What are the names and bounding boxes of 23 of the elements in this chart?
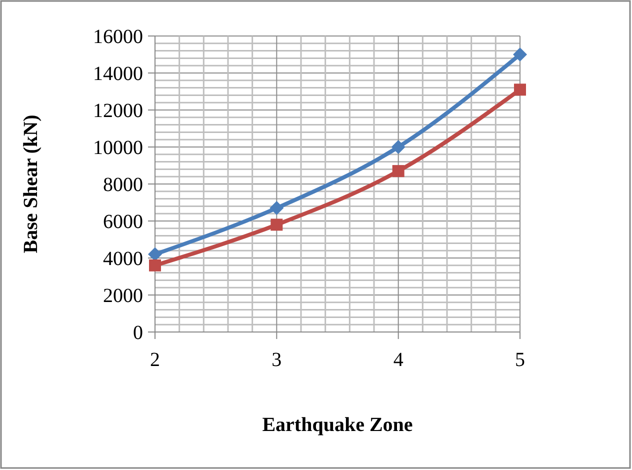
x-tick-label: 5: [515, 349, 525, 371]
point: [270, 201, 284, 216]
point: [148, 247, 162, 262]
y-tick-label: 4000: [103, 248, 143, 270]
point: [149, 259, 161, 272]
y-tick-label: 16000: [93, 26, 143, 48]
point: [513, 48, 527, 62]
y-tick-label: 8000: [103, 174, 143, 196]
y-tick-label: 2000: [103, 285, 143, 307]
x-tick-label: 3: [272, 349, 282, 371]
y-tick-label: 0: [133, 322, 143, 344]
x-axis-title: Earthquake Zone: [262, 414, 413, 436]
y-tick-label: 14000: [93, 63, 143, 85]
point: [391, 140, 406, 154]
point: [270, 218, 283, 231]
x-tick-label: 2: [150, 349, 160, 371]
x-tick-label: 4: [393, 349, 404, 371]
y-tick-label: 12000: [93, 100, 143, 122]
point: [392, 165, 404, 178]
y-tick-label: 6000: [103, 211, 143, 233]
y-tick-label: 10000: [93, 137, 143, 159]
y-axis-title: Base Shear (kN): [20, 114, 42, 254]
point: [514, 84, 526, 96]
